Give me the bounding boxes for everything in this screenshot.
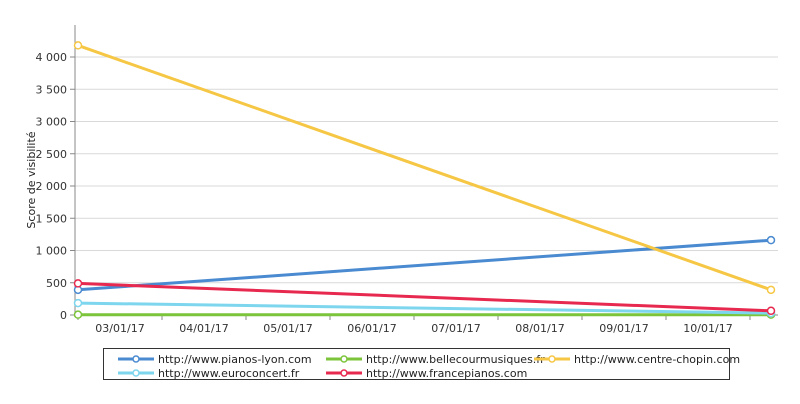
series-line	[77, 43, 772, 292]
y-axis-label: Score de visibilité	[25, 131, 38, 228]
series-line	[77, 281, 772, 313]
legend-label: http://www.centre-chopin.com	[574, 352, 741, 366]
data-point[interactable]	[766, 306, 776, 316]
x-tick-label: 08/01/17	[515, 322, 564, 335]
x-tick-label: 04/01/17	[179, 322, 228, 335]
legend-item[interactable]: http://www.pianos-lyon.com	[118, 352, 312, 366]
legend-item[interactable]: http://www.bellecourmusiques.fr	[326, 352, 545, 366]
series-layer	[73, 41, 776, 319]
y-tick-label: 2 000	[36, 180, 68, 193]
legend-item[interactable]: http://www.euroconcert.fr	[118, 366, 299, 380]
legend-swatch	[534, 355, 570, 363]
legend-label: http://www.pianos-lyon.com	[158, 352, 312, 366]
y-tick-label: 4 000	[36, 51, 68, 64]
series-line	[77, 301, 772, 315]
legend-item[interactable]: http://www.francepianos.com	[326, 366, 527, 380]
x-tick-label: 07/01/17	[431, 322, 480, 335]
y-tick-label: 3 500	[36, 83, 68, 96]
legend-swatch	[326, 355, 362, 363]
legend-label: http://www.francepianos.com	[366, 366, 528, 380]
x-tick-label: 10/01/17	[683, 322, 732, 335]
data-point[interactable]	[766, 285, 776, 295]
axis-layer: 0 500 1 000 1 500 2 000 2 500 3 000 3 500 4 000 0…	[36, 25, 778, 335]
data-point[interactable]	[73, 41, 83, 50]
data-point[interactable]	[766, 235, 776, 245]
y-tick-label: 500	[46, 277, 67, 290]
y-tick-label: 1 500	[36, 212, 68, 225]
legend-swatch	[118, 369, 154, 377]
data-point[interactable]	[73, 279, 83, 288]
y-tick-label: 2 500	[36, 148, 68, 161]
legend-item[interactable]: http://www.centre-chopin.com	[534, 352, 740, 366]
legend-swatch	[326, 369, 362, 377]
data-point[interactable]	[73, 298, 83, 308]
x-tick-label: 05/01/17	[263, 322, 312, 335]
y-tick-label: 1 000	[36, 245, 68, 258]
x-tick-label: 09/01/17	[599, 322, 648, 335]
x-tick-label: 06/01/17	[347, 322, 396, 335]
y-tick-label: 0	[60, 309, 67, 322]
legend-label: http://www.euroconcert.fr	[158, 366, 300, 380]
x-tick-label: 03/01/17	[95, 322, 144, 335]
grid-layer	[75, 56, 778, 316]
chart-legend: http://www.pianos-lyon.com http://www.bel…	[103, 348, 740, 380]
data-point[interactable]	[73, 310, 83, 319]
legend-label: http://www.bellecourmusiques.fr	[366, 352, 545, 366]
y-tick-label: 3 000	[36, 116, 68, 129]
legend-swatch	[118, 355, 154, 363]
